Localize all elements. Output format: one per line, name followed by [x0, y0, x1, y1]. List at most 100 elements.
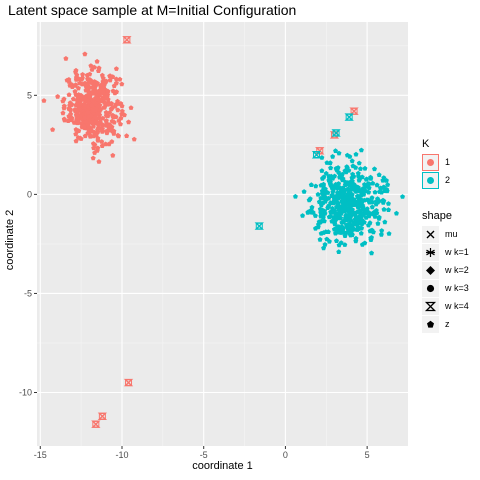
data-point-z — [315, 191, 321, 197]
data-point-z — [124, 133, 130, 138]
data-point-z — [94, 92, 99, 98]
data-point-z — [91, 145, 97, 151]
data-point-z — [372, 166, 377, 172]
data-point-z — [341, 229, 347, 235]
data-point-z — [318, 230, 324, 236]
data-point-z — [359, 199, 365, 204]
data-point-z — [83, 119, 89, 124]
legend-color: K 1 2 — [422, 138, 450, 189]
data-point-z — [116, 133, 122, 139]
x-tick-label: -15 — [34, 450, 47, 460]
legend-shape-label: w k=1 — [445, 247, 469, 257]
data-point-z — [313, 183, 319, 189]
data-point-z — [105, 88, 111, 94]
data-point-z — [110, 88, 116, 94]
data-point-z — [80, 72, 86, 77]
legend-shape-item: w k=4 — [422, 297, 469, 315]
legend-shape-key — [422, 225, 439, 243]
data-point-z — [131, 136, 137, 142]
asterisk-icon — [426, 247, 435, 257]
data-point-z — [106, 141, 112, 147]
data-point-z — [116, 101, 122, 106]
data-point-z — [322, 242, 328, 247]
data-point-z — [319, 155, 325, 160]
data-point-z — [82, 133, 88, 139]
data-point-z — [113, 80, 119, 86]
data-point-z — [378, 232, 384, 237]
data-point-z — [87, 80, 93, 85]
legend-shape: shape mu w k=1 w k=2 w k=3 — [422, 210, 469, 333]
legend-shape-key — [422, 315, 439, 333]
y-tick-label: -5 — [24, 288, 32, 298]
data-point-z — [374, 182, 380, 188]
data-point-z — [318, 182, 324, 188]
data-point-z — [363, 176, 369, 182]
data-point-z — [85, 109, 91, 115]
data-point-z — [60, 98, 66, 104]
data-point-z — [332, 173, 337, 179]
data-point-z — [122, 112, 127, 118]
data-point-z — [73, 131, 79, 137]
data-point-z — [370, 229, 376, 235]
y-tick-label: 0 — [27, 189, 32, 199]
data-point-z — [333, 148, 338, 153]
data-point-z — [369, 250, 374, 256]
legend-shape-label: mu — [445, 229, 458, 239]
legend-color-item: 2 — [422, 171, 450, 189]
data-point-z — [339, 198, 345, 204]
legend-color-item: 1 — [422, 153, 450, 171]
data-point-z — [319, 168, 325, 173]
data-point-z — [50, 127, 56, 132]
data-point-z — [326, 175, 332, 181]
data-point-z — [301, 189, 307, 194]
data-point-z — [68, 111, 74, 117]
data-point-z — [351, 174, 357, 179]
data-point-z — [76, 92, 82, 97]
data-point-z — [336, 205, 342, 211]
legend-shape-item: w k=1 — [422, 243, 469, 261]
data-point-z — [72, 88, 78, 94]
data-point-z — [342, 168, 348, 173]
data-point-z — [104, 130, 110, 136]
data-point-z — [317, 237, 323, 242]
data-point-z — [346, 191, 352, 196]
circle-icon — [426, 284, 435, 292]
legend-shape-item: w k=3 — [422, 279, 469, 297]
legend-color-label: 1 — [445, 157, 451, 167]
data-point-z — [342, 205, 348, 211]
data-point-z — [99, 139, 105, 144]
data-point-z — [100, 89, 106, 95]
legend-shape-label: w k=2 — [445, 265, 469, 275]
data-point-z — [75, 120, 81, 126]
legend-color-title: K — [422, 138, 430, 150]
data-point-z — [316, 199, 322, 204]
data-point-z — [326, 203, 332, 208]
data-point-z — [323, 170, 329, 176]
data-point-z — [116, 118, 122, 123]
data-point-z — [321, 245, 327, 251]
data-point-z — [73, 112, 79, 118]
data-point-z — [381, 206, 387, 212]
data-point-z — [82, 103, 88, 108]
data-point-z — [113, 66, 119, 71]
data-point-z — [94, 148, 100, 153]
data-point-z — [381, 175, 387, 180]
y-tick-label: -10 — [19, 388, 32, 398]
data-point-z — [96, 65, 102, 71]
data-point-z — [73, 67, 79, 73]
data-point-z — [327, 181, 333, 186]
legend-shape-key — [422, 261, 439, 279]
data-point-z — [386, 201, 391, 206]
data-point-z — [322, 208, 328, 214]
data-point-z — [66, 92, 72, 97]
data-point-z — [95, 120, 101, 126]
data-point-z — [376, 172, 382, 177]
data-point-z — [382, 219, 388, 225]
x-tick-label: -5 — [200, 450, 208, 460]
data-point-z — [89, 102, 94, 108]
data-point-z — [115, 107, 121, 113]
data-point-z — [320, 215, 326, 220]
data-point-z — [88, 133, 94, 139]
data-point-z — [90, 141, 96, 146]
legend-color-key-1 — [422, 153, 439, 171]
